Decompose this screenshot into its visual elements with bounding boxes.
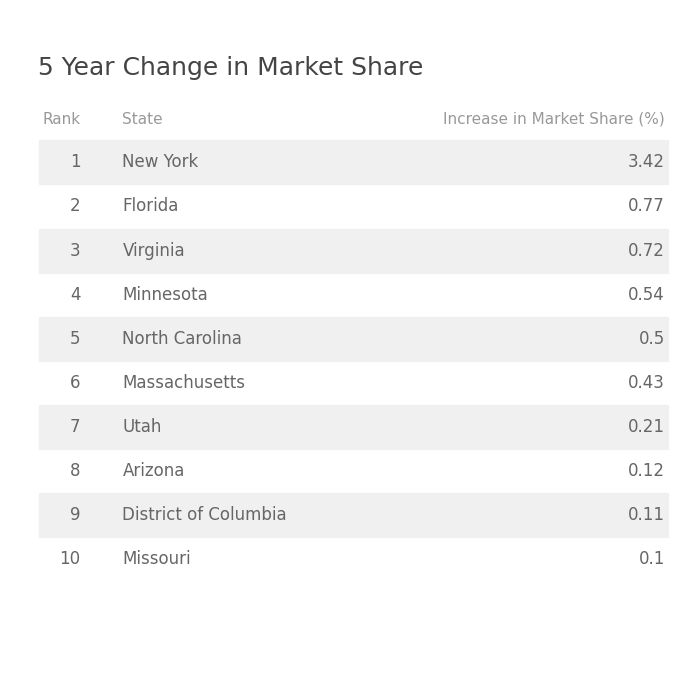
- Text: 0.5: 0.5: [638, 330, 665, 348]
- Text: 0.11: 0.11: [628, 506, 665, 524]
- Bar: [38, 140, 668, 184]
- Text: Increase in Market Share (%): Increase in Market Share (%): [443, 111, 665, 127]
- Text: New York: New York: [122, 153, 199, 172]
- Text: 3.42: 3.42: [628, 153, 665, 172]
- Text: 0.77: 0.77: [629, 197, 665, 216]
- Text: District of Columbia: District of Columbia: [122, 506, 287, 524]
- Text: 0.1: 0.1: [638, 550, 665, 568]
- Text: 9: 9: [70, 506, 80, 524]
- Text: 6: 6: [70, 374, 80, 392]
- Text: 0.54: 0.54: [629, 286, 665, 304]
- Text: 5 Year Change in Market Share: 5 Year Change in Market Share: [38, 56, 424, 80]
- Text: State: State: [122, 111, 163, 127]
- Text: 2: 2: [70, 197, 80, 216]
- Text: 0.43: 0.43: [628, 374, 665, 392]
- Text: 8: 8: [70, 462, 80, 480]
- Text: 5: 5: [70, 330, 80, 348]
- Text: 4: 4: [70, 286, 80, 304]
- Bar: [38, 494, 668, 538]
- Text: 10: 10: [60, 550, 80, 568]
- Bar: [38, 228, 668, 272]
- Bar: [38, 316, 668, 361]
- Text: Arizona: Arizona: [122, 462, 185, 480]
- Text: Utah: Utah: [122, 418, 162, 436]
- Bar: [38, 405, 668, 449]
- Text: Rank: Rank: [43, 111, 80, 127]
- Text: Minnesota: Minnesota: [122, 286, 209, 304]
- Text: 3: 3: [70, 241, 80, 260]
- Text: North Carolina: North Carolina: [122, 330, 242, 348]
- Text: Florida: Florida: [122, 197, 179, 216]
- Text: 7: 7: [70, 418, 80, 436]
- Text: Missouri: Missouri: [122, 550, 191, 568]
- Text: 0.21: 0.21: [628, 418, 665, 436]
- Text: Massachusetts: Massachusetts: [122, 374, 246, 392]
- Text: Virginia: Virginia: [122, 241, 185, 260]
- Text: 0.12: 0.12: [628, 462, 665, 480]
- Text: 0.72: 0.72: [628, 241, 665, 260]
- Text: 1: 1: [70, 153, 80, 172]
